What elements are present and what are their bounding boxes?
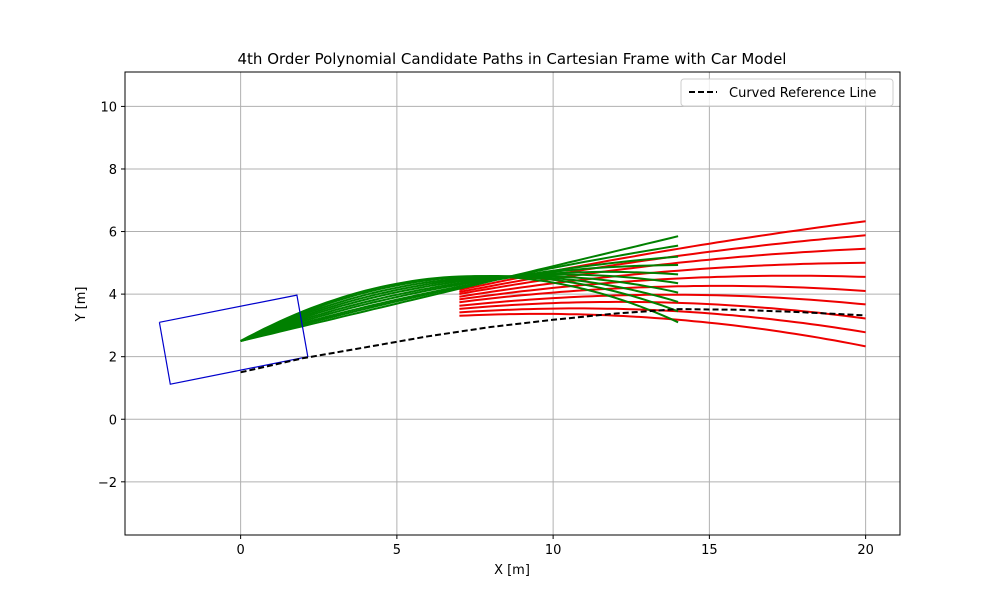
x-tick-label: 5 [393, 543, 401, 558]
x-axis-label: X [m] [494, 563, 530, 578]
candidate-path-extended [459, 293, 866, 307]
y-tick-label: 8 [109, 163, 117, 178]
y-tick-label: 10 [100, 100, 117, 115]
candidate-path [240, 270, 679, 342]
candidate-path [240, 275, 679, 342]
y-tick-label: −2 [98, 476, 117, 491]
candidate-path [240, 273, 679, 342]
x-tick-label: 20 [857, 543, 874, 558]
chart-title: 4th Order Polynomial Candidate Paths in … [238, 50, 787, 68]
y-tick-label: 6 [109, 226, 117, 241]
candidate-path-extended [459, 261, 866, 298]
candidate-path-extended [459, 300, 866, 320]
x-tick-label: 0 [236, 543, 244, 558]
x-tick-label: 15 [701, 543, 718, 558]
legend-entry-reference-line: Curved Reference Line [729, 86, 876, 101]
candidate-path [240, 275, 679, 342]
y-tick-label: 4 [109, 288, 117, 303]
plot-frame [124, 71, 901, 536]
candidate-path [240, 275, 679, 342]
candidate-path [240, 255, 679, 342]
y-tick-label: 0 [109, 413, 117, 428]
legend: Curved Reference Line [680, 78, 894, 107]
candidate-path-extended [459, 312, 866, 348]
reference-line-path [240, 308, 866, 374]
legend-box [680, 78, 894, 107]
candidate-paths [240, 220, 866, 348]
reference-line [240, 308, 866, 374]
candidate-path-extended [459, 284, 866, 304]
y-tick-label: 2 [109, 351, 117, 366]
candidate-path-extended [459, 274, 866, 301]
axis-ticks: 0 5 10 15 20 −2 0 2 4 6 8 10 [98, 100, 874, 558]
candidate-path [240, 235, 679, 342]
y-axis-label: Y [m] [74, 287, 89, 323]
candidate-path [240, 264, 679, 342]
x-tick-label: 10 [545, 543, 562, 558]
